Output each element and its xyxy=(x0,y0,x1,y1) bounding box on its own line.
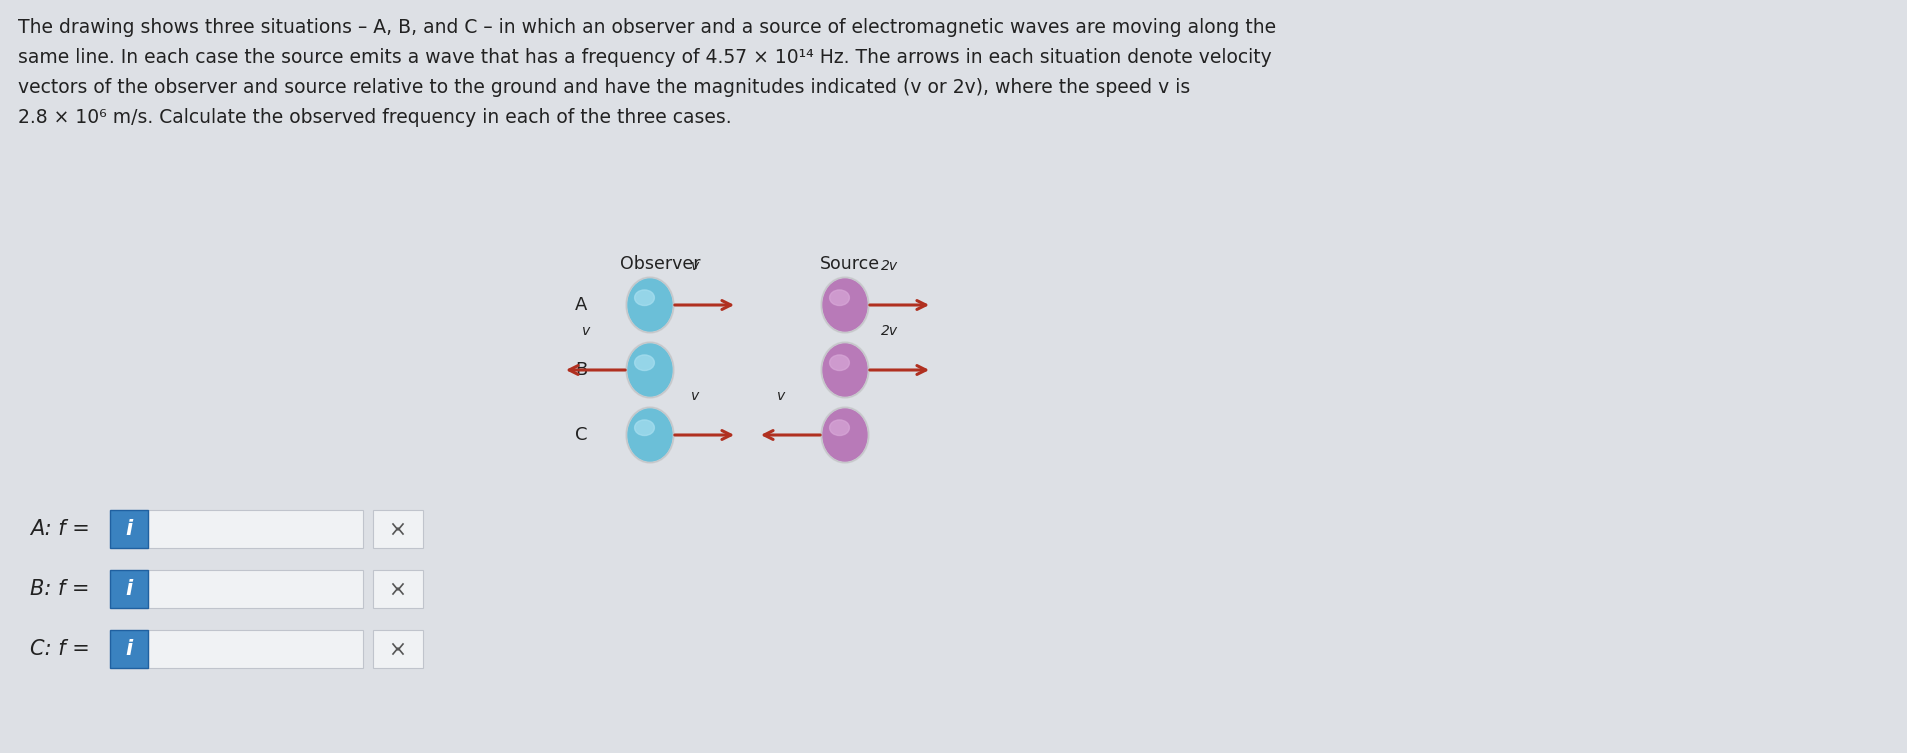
Ellipse shape xyxy=(635,355,654,370)
Text: i: i xyxy=(126,579,132,599)
FancyBboxPatch shape xyxy=(149,630,362,668)
Text: The drawing shows three situations – A, B, and C – in which an observer and a so: The drawing shows three situations – A, … xyxy=(17,18,1276,37)
Text: 2.8 × 10⁶ m/s. Calculate the observed frequency in each of the three cases.: 2.8 × 10⁶ m/s. Calculate the observed fr… xyxy=(17,108,730,127)
Ellipse shape xyxy=(820,277,868,333)
FancyBboxPatch shape xyxy=(149,570,362,608)
Ellipse shape xyxy=(627,279,671,331)
FancyBboxPatch shape xyxy=(372,570,423,608)
Text: v: v xyxy=(776,389,784,403)
Text: B: f =: B: f = xyxy=(31,579,90,599)
Text: C: f =: C: f = xyxy=(31,639,90,659)
Text: v: v xyxy=(690,389,698,403)
Ellipse shape xyxy=(822,279,866,331)
Text: Source: Source xyxy=(820,255,879,273)
Text: C: C xyxy=(574,426,587,444)
Text: vectors of the observer and source relative to the ground and have the magnitude: vectors of the observer and source relat… xyxy=(17,78,1190,97)
Ellipse shape xyxy=(822,344,866,396)
Ellipse shape xyxy=(830,355,849,370)
FancyBboxPatch shape xyxy=(111,630,149,668)
Text: i: i xyxy=(126,519,132,539)
Ellipse shape xyxy=(625,342,673,398)
Ellipse shape xyxy=(830,420,849,435)
Text: Observer: Observer xyxy=(620,255,700,273)
Text: 2v: 2v xyxy=(881,259,898,273)
Ellipse shape xyxy=(625,277,673,333)
Ellipse shape xyxy=(822,409,866,461)
Ellipse shape xyxy=(830,290,849,306)
Text: i: i xyxy=(126,639,132,659)
Ellipse shape xyxy=(627,344,671,396)
Text: A: f =: A: f = xyxy=(31,519,90,539)
FancyBboxPatch shape xyxy=(149,510,362,548)
Ellipse shape xyxy=(625,407,673,463)
Text: same line. In each case the source emits a wave that has a frequency of 4.57 × 1: same line. In each case the source emits… xyxy=(17,48,1272,67)
FancyBboxPatch shape xyxy=(372,510,423,548)
Text: 2v: 2v xyxy=(881,324,898,338)
FancyBboxPatch shape xyxy=(111,570,149,608)
Ellipse shape xyxy=(635,420,654,435)
Text: v: v xyxy=(690,259,698,273)
Ellipse shape xyxy=(820,342,868,398)
FancyBboxPatch shape xyxy=(372,630,423,668)
Text: B: B xyxy=(574,361,587,379)
Ellipse shape xyxy=(627,409,671,461)
Text: A: A xyxy=(574,296,587,314)
Text: v: v xyxy=(582,324,589,338)
Ellipse shape xyxy=(635,290,654,306)
Ellipse shape xyxy=(820,407,868,463)
FancyBboxPatch shape xyxy=(111,510,149,548)
